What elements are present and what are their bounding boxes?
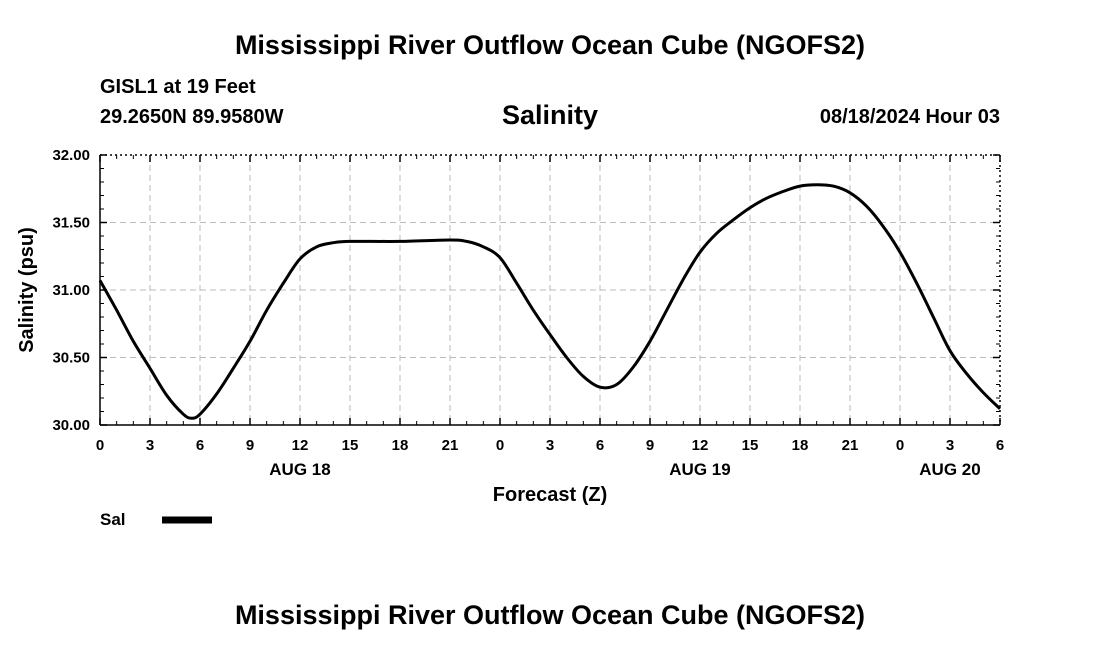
legend-label: Sal [100,510,126,529]
date-label: AUG 18 [269,460,330,479]
x-tick-label: 0 [496,437,504,454]
variable-title: Salinity [501,100,599,130]
x-tick-label: 12 [692,437,709,454]
x-tick-label: 6 [196,437,204,454]
x-tick-label: 15 [342,437,359,454]
date-label: AUG 20 [919,460,980,479]
station-coordinates: 29.2650N 89.9580W [100,106,284,128]
x-tick-label: 0 [96,437,104,454]
y-tick-label: 30.50 [52,350,90,367]
x-tick-label: 18 [392,437,409,454]
chart-main-title: Mississippi River Outflow Ocean Cube (NG… [234,30,866,60]
x-tick-label: 18 [792,437,809,454]
x-tick-label: 9 [246,437,254,454]
x-tick-label: 12 [292,437,309,454]
y-tick-label: 32.00 [52,147,90,164]
x-tick-label: 3 [546,437,554,454]
x-tick-label: 0 [896,437,904,454]
y-tick-label: 31.50 [52,215,90,232]
station-label: GISL1 at 19 Feet [100,76,256,98]
y-tick-label: 30.00 [52,417,90,434]
forecast-datetime: 08/18/2024 Hour 03 [819,106,1000,128]
date-label: AUG 19 [669,460,730,479]
second-chart-title: Mississippi River Outflow Ocean Cube (NG… [234,600,866,630]
x-tick-label: 3 [146,437,154,454]
x-tick-label: 6 [996,437,1004,454]
x-tick-label: 21 [442,437,459,454]
y-tick-label: 31.00 [52,282,90,299]
x-tick-label: 15 [742,437,759,454]
y-axis-title: Salinity (psu) [16,227,38,353]
x-tick-label: 9 [646,437,654,454]
x-tick-label: 3 [946,437,954,454]
x-tick-label: 6 [596,437,604,454]
series-line-sal [98,183,1002,420]
x-tick-label: 21 [842,437,859,454]
x-axis-title: Forecast (Z) [493,484,607,506]
